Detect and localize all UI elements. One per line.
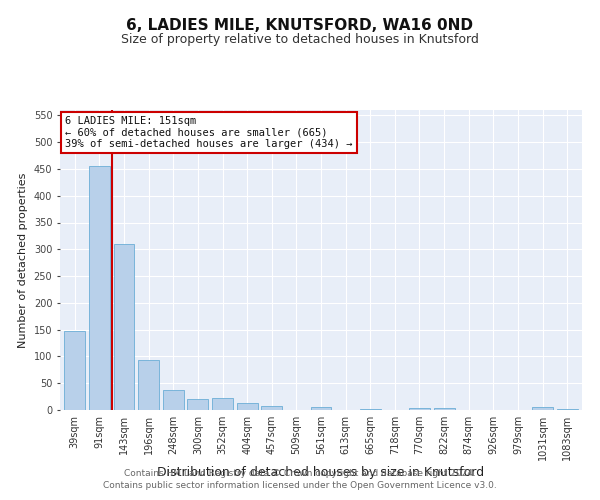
X-axis label: Distribution of detached houses by size in Knutsford: Distribution of detached houses by size … [157,466,485,478]
Bar [89,166,110,410]
Bar [64,330,85,410]
Bar [360,409,381,410]
Bar [113,244,134,410]
Bar [236,403,257,410]
Bar [409,408,430,410]
Text: 6 LADIES MILE: 151sqm
← 60% of detached houses are smaller (665)
39% of semi-det: 6 LADIES MILE: 151sqm ← 60% of detached … [65,116,353,149]
Text: Size of property relative to detached houses in Knutsford: Size of property relative to detached ho… [121,32,479,46]
Text: Contains public sector information licensed under the Open Government Licence v3: Contains public sector information licen… [103,481,497,490]
Bar [138,360,159,410]
Bar [557,409,578,410]
Text: 6, LADIES MILE, KNUTSFORD, WA16 0ND: 6, LADIES MILE, KNUTSFORD, WA16 0ND [127,18,473,32]
Bar [187,400,208,410]
Bar [212,398,233,410]
Text: Contains HM Land Registry data © Crown copyright and database right 2024.: Contains HM Land Registry data © Crown c… [124,468,476,477]
Bar [434,408,455,410]
Y-axis label: Number of detached properties: Number of detached properties [18,172,28,348]
Bar [261,406,282,410]
Bar [311,407,331,410]
Bar [532,408,553,410]
Bar [163,390,184,410]
